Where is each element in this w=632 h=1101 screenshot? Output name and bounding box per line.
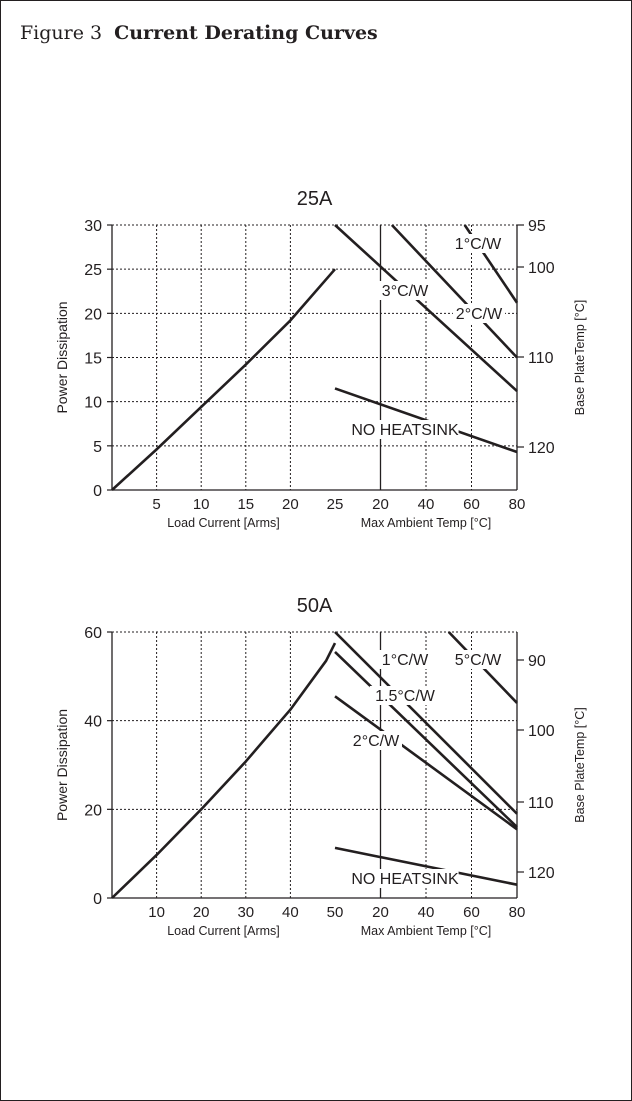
- series-label: 1°C/W: [382, 652, 429, 669]
- x-tick-label: 60: [463, 496, 480, 513]
- series-label: 2°C/W: [353, 733, 400, 750]
- series-label-bg: [379, 281, 431, 300]
- y-axis-label-right: Base PlateTemp [°C]: [573, 300, 587, 415]
- series-label-bg: [351, 869, 459, 888]
- chart-title: 25A: [297, 188, 333, 210]
- x-axis-label-load: Load Current [Arms]: [167, 924, 280, 938]
- x-tick-label: 30: [237, 904, 254, 921]
- derating-line: [334, 695, 518, 831]
- chart-50a: 50A 0 20 40 60 10 20 30 40 50 20 40 60 80 90 100 110 120 L…: [54, 595, 587, 938]
- x-tick-label: 40: [282, 904, 299, 921]
- y-tick-label: 0: [93, 483, 102, 500]
- x-axis-label-load: Load Current [Arms]: [167, 516, 280, 530]
- load-curve: [111, 268, 336, 491]
- y-tick-label: 30: [84, 218, 102, 235]
- series-label: 2°C/W: [456, 306, 503, 323]
- derating-line: [334, 846, 518, 886]
- y-tick-label: 20: [84, 306, 102, 323]
- y-tick-label: 60: [84, 625, 102, 642]
- x-tick-label: 80: [509, 904, 526, 921]
- derating-line: [390, 224, 518, 359]
- y-tick-label: 25: [84, 262, 102, 279]
- derating-line: [334, 631, 518, 815]
- chart-title: 50A: [297, 595, 333, 617]
- y-axis-label: Power Dissipation: [54, 301, 70, 413]
- x-tick-label: 25: [327, 496, 344, 513]
- x-tick-label: 80: [509, 496, 526, 513]
- x-tick-label: 10: [193, 496, 210, 513]
- x-tick-label: 20: [282, 496, 299, 513]
- series-label-bg: [369, 686, 441, 705]
- right-y-tick-label: 100: [528, 723, 555, 740]
- derating-line: [334, 651, 518, 829]
- series-label-bg: [452, 650, 504, 669]
- x-tick-label: 40: [418, 496, 435, 513]
- derating-line: [334, 224, 518, 393]
- x-tick-label: 20: [193, 904, 210, 921]
- series-label: 5°C/W: [455, 652, 502, 669]
- series-label: 3°C/W: [382, 283, 429, 300]
- x-axis-label-ambient: Max Ambient Temp [°C]: [361, 924, 492, 938]
- series-label-bg: [351, 420, 459, 439]
- right-y-tick-label: 100: [528, 260, 555, 277]
- y-tick-label: 15: [84, 351, 102, 368]
- x-tick-label: 20: [372, 904, 389, 921]
- series-label: NO HEATSINK: [351, 422, 459, 439]
- right-y-tick-label: 120: [528, 865, 555, 882]
- y-axis-label: Power Dissipation: [54, 709, 70, 821]
- y-axis-label-right: Base PlateTemp [°C]: [573, 707, 587, 822]
- right-y-tick-label: 120: [528, 440, 555, 457]
- x-tick-label: 5: [152, 496, 160, 513]
- x-tick-label: 40: [418, 904, 435, 921]
- series-label-bg: [453, 304, 505, 323]
- y-tick-label: 5: [93, 439, 102, 456]
- y-tick-label: 10: [84, 395, 102, 412]
- series-label-bg: [452, 234, 504, 253]
- y-tick-label: 0: [93, 891, 102, 908]
- series-label: NO HEATSINK: [351, 871, 459, 888]
- chart-25a: 25A 0 5 10 15 20 25 30 5 10 15 20 25 20 40 60 80 95 100 110…: [54, 188, 587, 530]
- figure-title: Current Derating Curves: [114, 22, 378, 44]
- series-label: 1°C/W: [455, 236, 502, 253]
- series-label: 1.5°C/W: [375, 688, 436, 705]
- right-y-tick-label: 110: [528, 795, 554, 812]
- figure-label: Figure 3: [20, 22, 103, 44]
- x-tick-label: 10: [148, 904, 165, 921]
- figure-caption: Figure 3 Current Derating Curves: [20, 22, 378, 44]
- x-axis-label-ambient: Max Ambient Temp [°C]: [361, 516, 492, 530]
- series-label-bg: [350, 731, 402, 750]
- series-label-bg: [379, 650, 431, 669]
- y-tick-label: 40: [84, 714, 102, 731]
- right-y-tick-label: 90: [528, 653, 546, 670]
- load-curve: [111, 642, 337, 899]
- x-tick-label: 50: [327, 904, 344, 921]
- x-tick-label: 15: [237, 496, 254, 513]
- right-y-tick-label: 95: [528, 218, 546, 235]
- y-tick-label: 20: [84, 802, 102, 819]
- right-y-tick-label: 110: [528, 350, 554, 367]
- x-tick-label: 20: [372, 496, 389, 513]
- x-tick-label: 60: [463, 904, 480, 921]
